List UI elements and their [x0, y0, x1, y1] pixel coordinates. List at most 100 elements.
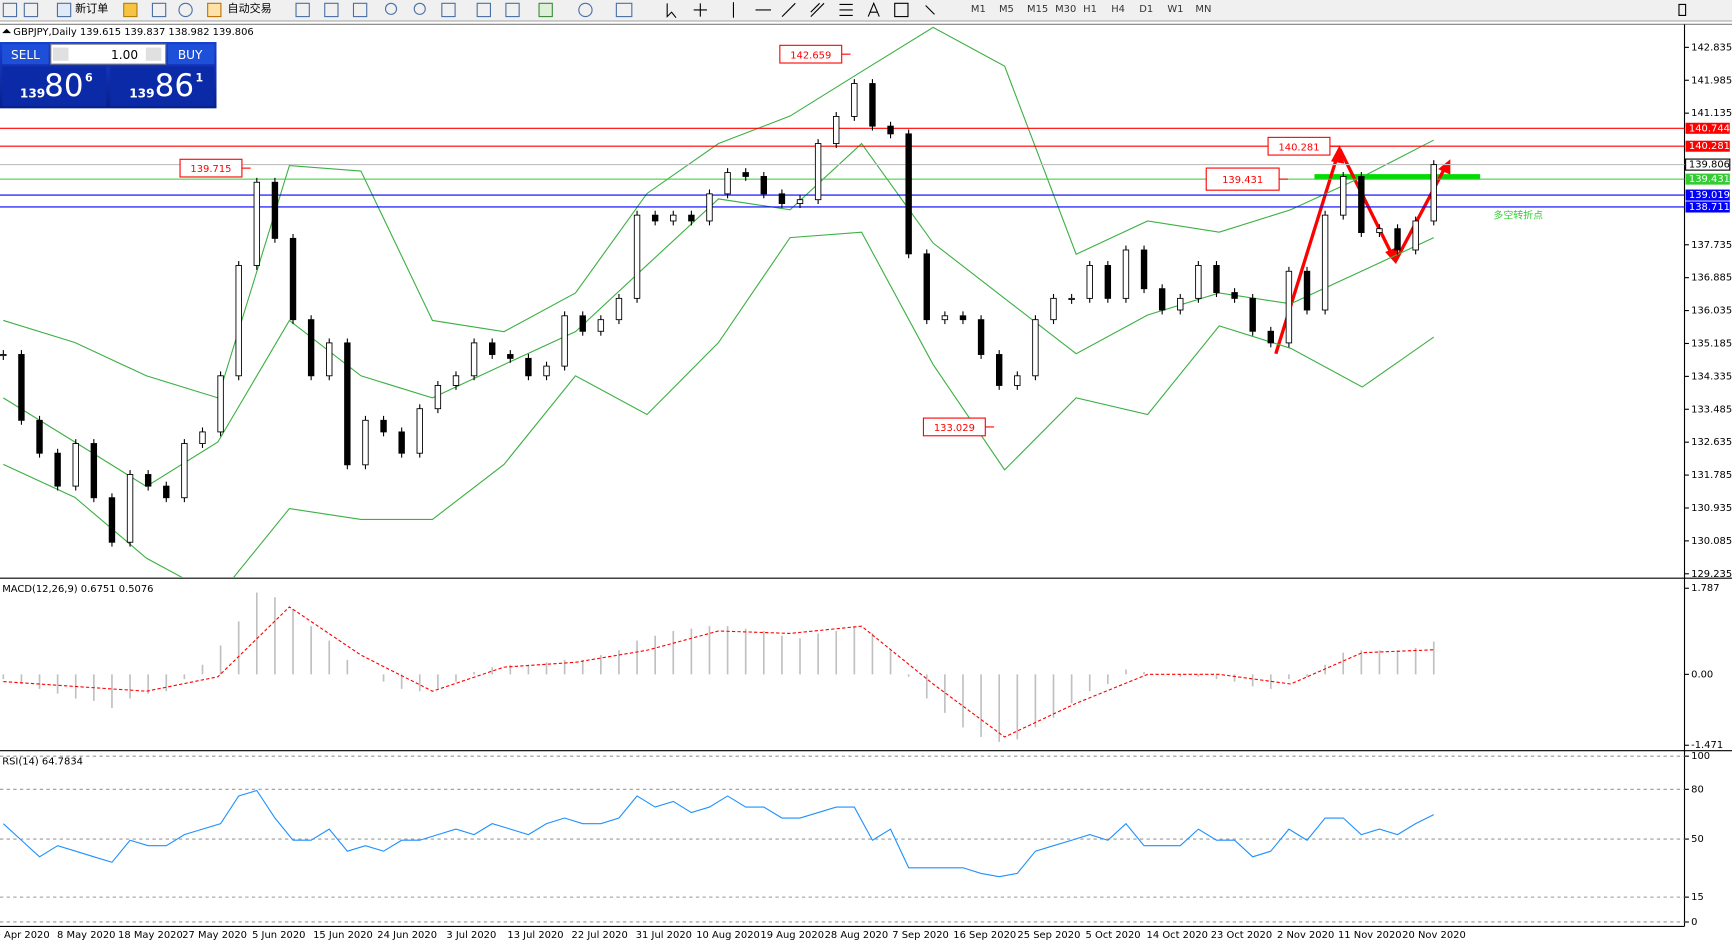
sell-button[interactable] [2, 44, 49, 65]
lot-down[interactable] [53, 47, 69, 61]
candle [108, 497, 116, 543]
timeframe-button[interactable]: D1 [1139, 4, 1153, 15]
icon[interactable] [505, 2, 520, 18]
bid-box[interactable] [2, 66, 107, 107]
icon[interactable] [476, 2, 491, 18]
price-annotation: 133.029 [934, 423, 975, 434]
toolbar-icons [2, 1, 1687, 19]
icon-zoom-out[interactable] [413, 2, 426, 15]
candle [72, 443, 79, 487]
icon[interactable] [578, 2, 593, 18]
price-tag-label: 138.711 [1689, 202, 1730, 213]
icon[interactable] [151, 2, 167, 18]
candle [814, 143, 822, 201]
candle [1068, 297, 1075, 300]
icon-arrow[interactable] [925, 5, 935, 15]
rsi-header: RSI(14) 64.7834 [2, 757, 83, 768]
icon-label[interactable] [894, 2, 909, 18]
icon-auto-trading[interactable] [207, 2, 222, 18]
timeframe-button[interactable]: MN [1195, 4, 1211, 15]
candle [18, 354, 25, 421]
candle [543, 365, 550, 377]
sell-label[interactable]: SELL [11, 48, 40, 62]
y-tick-label: 1.787 [1691, 583, 1719, 594]
ask-box[interactable] [110, 66, 215, 107]
icon-text[interactable] [867, 1, 880, 17]
icon[interactable] [23, 2, 39, 18]
y-tick-label: 141.985 [1691, 75, 1732, 86]
lot-input[interactable] [50, 43, 167, 65]
icon-search[interactable] [1678, 3, 1687, 17]
timeframe-button[interactable]: H4 [1111, 4, 1125, 15]
y-tick-label: 131.785 [1691, 470, 1732, 481]
icon-channel[interactable] [810, 2, 825, 17]
icon[interactable] [123, 2, 138, 18]
icon[interactable] [615, 2, 633, 18]
candle [163, 485, 170, 499]
timeframe-button[interactable]: M30 [1055, 4, 1076, 15]
candle [1104, 265, 1112, 299]
icon[interactable] [538, 2, 553, 18]
timeframe-button[interactable]: W1 [1167, 4, 1183, 15]
chart-menu-icon[interactable] [2, 28, 12, 34]
candle [271, 181, 279, 239]
candle [1358, 176, 1365, 234]
y-tick-label: 129.235 [1691, 569, 1732, 580]
pane [2, 592, 1435, 742]
candle [760, 176, 768, 195]
x-tick-label: 7 Sep 2020 [892, 930, 949, 941]
x-tick-label: 2 Nov 2020 [1277, 930, 1334, 941]
x-tick-label: 15 Jun 2020 [313, 930, 373, 941]
lot-up[interactable] [145, 47, 162, 61]
icon-zoom-in[interactable] [384, 2, 398, 15]
candle [1140, 249, 1148, 290]
y-tick-label: 130.935 [1691, 503, 1732, 514]
candle [199, 431, 206, 444]
icon[interactable] [324, 2, 339, 18]
icon[interactable] [352, 2, 368, 18]
y-tick-label: 50 [1691, 834, 1704, 845]
candle [126, 474, 134, 543]
icon-crosshair[interactable] [693, 3, 707, 17]
price-annotation: 139.715 [190, 164, 231, 175]
timeframe-button[interactable]: M15 [1027, 4, 1048, 15]
y-tick-label: -1.471 [1691, 740, 1723, 751]
toolbar-button[interactable]: 自动交易 [228, 1, 272, 15]
y-tick-label: 0.00 [1691, 669, 1713, 680]
x-tick-label: 18 May 2020 [118, 930, 183, 941]
toolbar [0, 0, 1732, 22]
price-tag [1685, 189, 1730, 201]
candle [724, 172, 731, 195]
price-tag [1685, 122, 1730, 134]
buy-button[interactable] [167, 44, 215, 65]
candle [1340, 176, 1347, 216]
macd-signal [3, 606, 1434, 738]
buy-label[interactable]: BUY [178, 48, 203, 62]
pane [0, 755, 1685, 923]
candle [1086, 265, 1093, 299]
lot-value[interactable]: 1.00 [111, 48, 138, 62]
x-tick-label: 11 Nov 2020 [1338, 930, 1402, 941]
icon[interactable] [295, 2, 310, 18]
icon[interactable] [2, 2, 18, 18]
toolbar-button[interactable]: 新订单 [75, 1, 108, 15]
candle [851, 83, 858, 117]
icon-trendline[interactable] [781, 2, 796, 17]
y-tick-label: 132.635 [1691, 437, 1732, 448]
icon[interactable] [178, 2, 193, 18]
candle [488, 342, 496, 355]
timeframe-button[interactable]: M1 [971, 4, 986, 15]
icon-new-order[interactable] [56, 2, 72, 18]
timeframe-button[interactable]: M5 [999, 4, 1014, 15]
candle [1158, 288, 1166, 311]
timeframe-button[interactable]: H1 [1083, 4, 1097, 15]
timeframe-bar: M1 M5 M15 M30 H1 H4 D1 W1 MN [971, 4, 1211, 15]
bollinger-middle [3, 142, 1434, 488]
candle [1267, 330, 1275, 344]
ask-big: 139 [129, 86, 154, 100]
icon-fibo[interactable] [839, 3, 853, 17]
candle [1213, 265, 1220, 294]
icon-cursor[interactable] [666, 3, 677, 19]
chart-header: GBPJPY,Daily 139.615 139.837 138.982 139… [13, 27, 254, 38]
icon[interactable] [441, 2, 456, 18]
